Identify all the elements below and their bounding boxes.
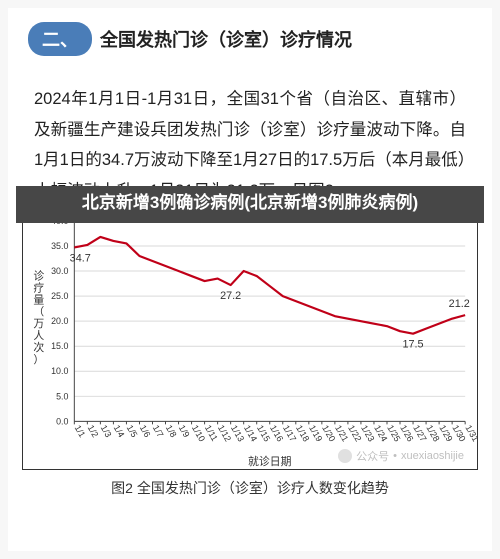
svg-text:0.0: 0.0 — [56, 416, 68, 426]
svg-text:5.0: 5.0 — [56, 391, 68, 401]
chart-caption: 图2 全国发热门诊（诊室）诊疗人数变化趋势 — [22, 470, 478, 498]
watermark-dot: • — [393, 450, 397, 462]
watermark: 公众号 • xuexiaoshijie — [338, 448, 464, 464]
svg-text:1/1: 1/1 — [73, 423, 88, 439]
page: 二、 全国发热门诊（诊室）诊疗情况 2024年1月1日-1月31日，全国31个省… — [8, 8, 492, 551]
wechat-icon — [338, 449, 352, 463]
svg-text:1/11: 1/11 — [203, 423, 220, 443]
section-title: 全国发热门诊（诊室）诊疗情况 — [100, 26, 352, 52]
svg-text:20.0: 20.0 — [51, 316, 68, 326]
svg-text:1/4: 1/4 — [112, 423, 127, 439]
svg-text:25.0: 25.0 — [51, 291, 68, 301]
svg-text:就诊日期: 就诊日期 — [248, 454, 292, 468]
svg-text:1/8: 1/8 — [164, 423, 179, 439]
section-number-badge: 二、 — [28, 22, 92, 56]
svg-text:1/2: 1/2 — [86, 423, 101, 439]
svg-text:17.5: 17.5 — [402, 339, 423, 351]
svg-text:27.2: 27.2 — [220, 290, 241, 302]
overlay-headline: 北京新增3例确诊病例(北京新增3例肺炎病例) — [16, 186, 484, 223]
svg-text:35.0: 35.0 — [51, 241, 68, 251]
line-chart: 0.05.010.015.020.025.030.035.040.01/11/2… — [22, 210, 478, 470]
svg-text:15.0: 15.0 — [51, 341, 68, 351]
section-header: 二、 全国发热门诊（诊室）诊疗情况 — [8, 8, 492, 66]
svg-text:21.2: 21.2 — [449, 298, 470, 310]
svg-text:1/3: 1/3 — [99, 423, 114, 439]
svg-text:1/7: 1/7 — [151, 423, 166, 439]
chart-container: 北京新增3例确诊病例(北京新增3例肺炎病例) 0.05.010.015.020.… — [22, 210, 478, 498]
watermark-account: xuexiaoshijie — [401, 450, 464, 462]
svg-text:诊疗量（万人次）: 诊疗量（万人次） — [33, 269, 44, 366]
svg-text:10.0: 10.0 — [51, 366, 68, 376]
svg-text:30.0: 30.0 — [51, 266, 68, 276]
svg-text:1/5: 1/5 — [125, 423, 140, 439]
svg-text:1/9: 1/9 — [177, 423, 192, 439]
svg-text:34.7: 34.7 — [70, 252, 91, 264]
svg-text:1/6: 1/6 — [138, 423, 153, 439]
watermark-prefix: 公众号 — [356, 448, 389, 464]
